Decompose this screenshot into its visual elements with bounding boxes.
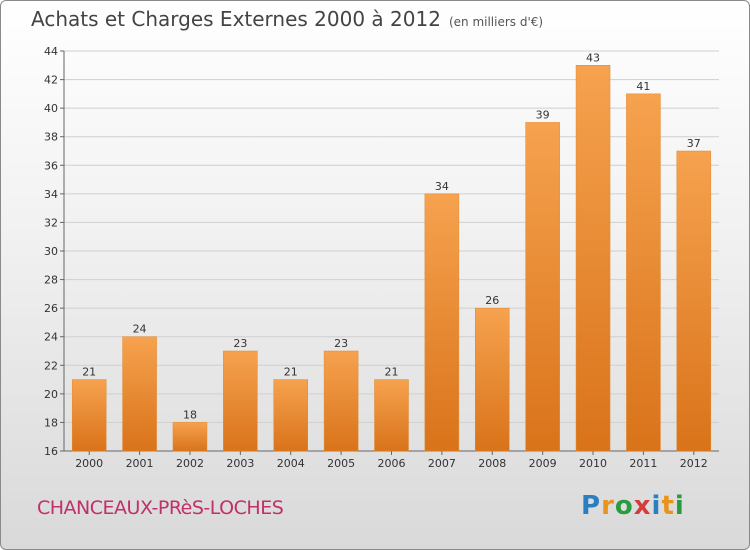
y-tick-label: 38: [44, 131, 58, 144]
x-tick-label: 2004: [277, 457, 305, 470]
y-tick-label: 20: [44, 388, 58, 401]
x-tick-label: 2009: [529, 457, 557, 470]
bar-2002: [172, 422, 208, 452]
bar-2007: [424, 193, 460, 452]
y-tick-label: 30: [44, 245, 58, 258]
x-tick-label: 2005: [327, 457, 355, 470]
logo-letter: i: [651, 491, 662, 521]
y-tick-label: 42: [44, 74, 58, 87]
logo-letter: x: [633, 491, 652, 521]
bar-2003: [223, 350, 258, 452]
value-label: 18: [183, 408, 197, 421]
bar-2005: [323, 350, 359, 452]
bars: [71, 65, 712, 452]
x-tick-label: 2003: [226, 457, 254, 470]
x-tick-label: 2007: [428, 457, 456, 470]
bar-2004: [273, 379, 308, 452]
value-label: 23: [334, 337, 348, 350]
value-label: 41: [636, 80, 650, 93]
value-label: 37: [687, 137, 701, 150]
value-label: 21: [82, 366, 96, 379]
x-tick-label: 2010: [579, 457, 607, 470]
x-tick-label: 2006: [378, 457, 406, 470]
y-tick-label: 40: [44, 102, 58, 115]
logo-letter: r: [601, 491, 615, 521]
bar-2011: [626, 93, 661, 452]
bar-2006: [374, 379, 409, 452]
logo-letter: i: [674, 491, 685, 521]
y-tick-label: 22: [44, 359, 58, 372]
proxiti-logo: Proxiti: [581, 491, 685, 521]
town-name: CHANCEAUX-PRèS-LOCHES: [37, 497, 284, 519]
y-tick-label: 26: [44, 302, 58, 315]
y-tick-label: 28: [44, 274, 58, 287]
x-tick-label: 2012: [680, 457, 708, 470]
x-tick-label: 2001: [126, 457, 154, 470]
bar-2012: [676, 150, 712, 452]
y-tick-label: 36: [44, 159, 58, 172]
chart-subtitle: (en milliers d'€): [448, 15, 544, 29]
value-label: 23: [233, 337, 247, 350]
bar-2008: [475, 307, 510, 452]
value-labels: 21 24 18 23 21 23 21 34 26 39 43 41 37: [82, 51, 701, 421]
y-tick-label: 18: [44, 416, 58, 429]
x-tick-label: 2008: [478, 457, 506, 470]
x-tick-label: 2000: [75, 457, 103, 470]
value-label: 21: [385, 366, 399, 379]
y-tick-label: 34: [44, 188, 58, 201]
y-tick-label: 24: [44, 331, 58, 344]
value-label: 26: [485, 294, 499, 307]
value-label: 24: [133, 323, 147, 336]
logo-letter: o: [614, 491, 634, 521]
y-tick-label: 44: [44, 45, 58, 58]
bar-2009: [525, 122, 560, 452]
value-label: 34: [435, 180, 449, 193]
x-tick-labels: 2000 2001 2002 2003 2004 2005 2006 2007 2008 2009…: [75, 457, 708, 470]
logo-letter: t: [661, 491, 675, 521]
chart-title: Achats et Charges Externes 2000 à 2012 (e…: [31, 7, 543, 31]
chart-title-text: Achats et Charges Externes 2000 à 2012: [31, 7, 441, 31]
logo-letter: P: [581, 491, 602, 521]
value-label: 43: [586, 51, 600, 64]
bar-2010: [575, 65, 611, 452]
x-tick-label: 2002: [176, 457, 204, 470]
y-tick-label: 16: [44, 445, 58, 458]
y-tick-labels: 16 18 20 22 24 26 28 30 32 34 36 38 40 42 44: [44, 45, 58, 458]
bar-2000: [71, 379, 107, 452]
x-tick-label: 2011: [629, 457, 657, 470]
value-label: 39: [536, 108, 550, 121]
bar-2001: [122, 336, 157, 452]
value-label: 21: [284, 366, 298, 379]
y-tick-label: 32: [44, 216, 58, 229]
